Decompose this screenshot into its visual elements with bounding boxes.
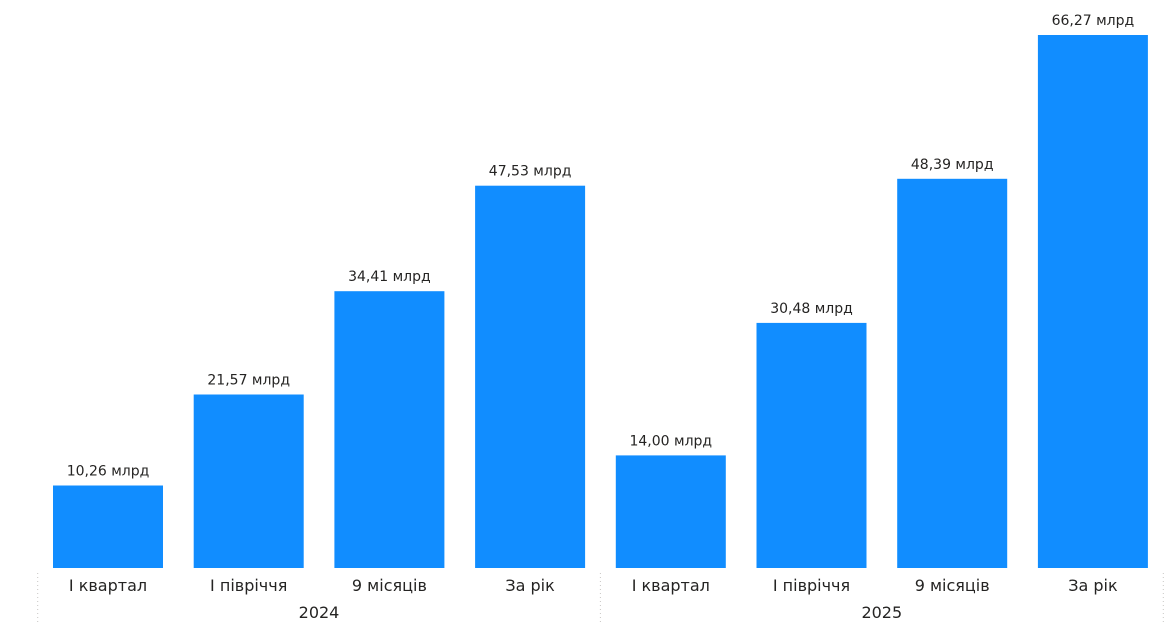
x-tick-label: І квартал xyxy=(69,576,147,595)
bar-2025-4[interactable] xyxy=(1037,35,1148,568)
x-tick-label: За рік xyxy=(1068,576,1118,595)
bar-2024-3[interactable] xyxy=(334,291,445,568)
bar-2025-1[interactable] xyxy=(615,455,726,568)
group-separators xyxy=(37,573,1164,622)
data-label: 66,27 млрд xyxy=(1052,13,1135,29)
x-tick-label: І квартал xyxy=(632,576,710,595)
group-labels: 2024 2025 xyxy=(299,603,903,622)
data-label: 34,41 млрд xyxy=(348,269,431,285)
bars xyxy=(53,35,1148,569)
bar-2024-2[interactable] xyxy=(193,394,304,569)
data-label: 14,00 млрд xyxy=(629,433,712,449)
value-labels: 10,26 млрд 21,57 млрд 34,41 млрд 47,53 млрд… xyxy=(67,13,1135,480)
x-tick-label: 9 місяців xyxy=(915,576,990,595)
bar-2024-1[interactable] xyxy=(53,485,163,569)
data-label: 21,57 млрд xyxy=(207,373,290,389)
bar-2024-4[interactable] xyxy=(475,185,586,568)
data-label: 48,39 млрд xyxy=(911,157,994,173)
x-tick-label: За рік xyxy=(505,576,555,595)
x-tick-label: І півріччя xyxy=(210,576,287,595)
bar-2025-2[interactable] xyxy=(756,322,867,568)
data-label: 30,48 млрд xyxy=(770,301,853,317)
x-tick-label: 9 місяців xyxy=(352,576,427,595)
data-label: 10,26 млрд xyxy=(67,464,150,480)
data-label: 47,53 млрд xyxy=(489,164,572,180)
x-group-label: 2025 xyxy=(861,603,902,622)
bar-2025-3[interactable] xyxy=(897,178,1008,569)
x-tick-label: І півріччя xyxy=(773,576,850,595)
x-group-label: 2024 xyxy=(299,603,340,622)
category-labels: І квартал І півріччя 9 місяців За рік І квар… xyxy=(69,576,1118,595)
